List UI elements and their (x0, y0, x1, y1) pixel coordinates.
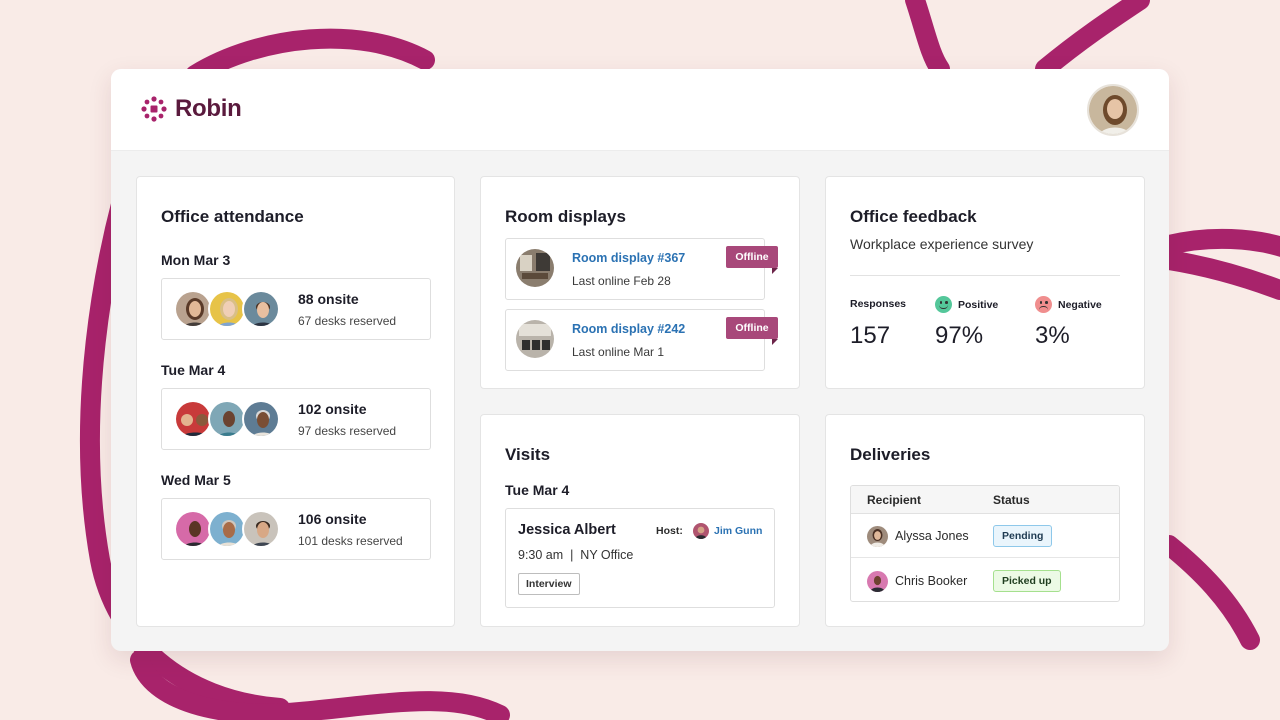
positive-label-text: Positive (958, 298, 999, 311)
recipient-avatar (867, 571, 888, 592)
attendee-avatar (242, 290, 280, 328)
logo-text: Robin (175, 95, 242, 122)
host-name-link[interactable]: Jim Gunn (714, 525, 763, 537)
user-avatar[interactable] (1087, 84, 1139, 136)
room-display-name[interactable]: Room display #242 (572, 322, 686, 336)
table-row[interactable]: Alyssa Jones Pending (851, 514, 1119, 558)
deliveries-table: Recipient Status Alyssa Jones Pending Ch… (850, 485, 1120, 602)
visit-time-location: 9:30 am | NY Office (518, 548, 634, 562)
responses-label: Responses (850, 298, 906, 310)
status-badge: Pending (993, 525, 1053, 547)
negative-label: Negative (1035, 296, 1102, 313)
room-display-last-online: Last online Mar 1 (572, 345, 665, 359)
attendee-avatar (208, 400, 246, 438)
visits-title: Visits (505, 445, 551, 464)
negative-label-text: Negative (1058, 298, 1102, 311)
frown-icon (1035, 296, 1052, 313)
attendee-avatar (174, 290, 212, 328)
onsite-count: 102 onsite (298, 401, 367, 417)
positive-label: Positive (935, 296, 998, 313)
room-display-name[interactable]: Room display #367 (572, 251, 686, 265)
attendance-day-label: Wed Mar 5 (161, 472, 231, 488)
recipient-avatar (867, 526, 888, 547)
attendance-card: Office attendance Mon Mar 3 88 onsite 67… (136, 176, 455, 627)
recipient-column-header: Recipient (867, 493, 922, 507)
room-photo-icon (516, 249, 554, 287)
onsite-count: 88 onsite (298, 291, 359, 307)
attendee-avatar (208, 290, 246, 328)
room-display-item[interactable]: Room display #242 Last online Mar 1 Offl… (505, 309, 778, 371)
attendance-day-label: Mon Mar 3 (161, 252, 231, 268)
deliveries-card: Deliveries Recipient Status Alyssa Jones… (825, 414, 1145, 627)
top-bar: Robin (111, 69, 1169, 151)
feedback-divider (850, 275, 1120, 276)
attendee-avatars (174, 400, 284, 440)
negative-value: 3% (1035, 322, 1070, 349)
deliveries-table-header: Recipient Status (851, 486, 1119, 514)
user-photo-icon (1089, 86, 1137, 134)
room-display-item[interactable]: Room display #367 Last online Feb 28 Off… (505, 238, 778, 300)
offline-badge: Offline (726, 246, 778, 274)
smile-icon (935, 296, 952, 313)
attendee-avatar (174, 510, 212, 548)
attendance-day-summary[interactable]: 106 onsite 101 desks reserved (161, 498, 431, 560)
room-photo-icon (516, 320, 554, 358)
attendance-day-summary[interactable]: 102 onsite 97 desks reserved (161, 388, 431, 450)
attendee-avatars (174, 290, 284, 330)
dashboard-window: Robin Office attendance Mon Mar 3 88 ons… (111, 69, 1169, 651)
room-displays-card: Room displays Room display #367 Last onl… (480, 176, 800, 389)
feedback-survey-name: Workplace experience survey (850, 236, 1034, 252)
recipient-name: Chris Booker (895, 574, 968, 588)
visitor-name: Jessica Albert (518, 522, 616, 538)
onsite-count: 106 onsite (298, 511, 367, 527)
attendee-avatar (174, 400, 212, 438)
status-badge: Picked up (993, 570, 1061, 592)
attendance-day-summary[interactable]: 88 onsite 67 desks reserved (161, 278, 431, 340)
attendance-title: Office attendance (161, 207, 304, 226)
feedback-card: Office feedback Workplace experience sur… (825, 176, 1145, 389)
attendee-avatars (174, 510, 284, 550)
desks-reserved: 97 desks reserved (298, 424, 397, 438)
recipient-name: Alyssa Jones (895, 529, 969, 543)
room-display-last-online: Last online Feb 28 (572, 274, 671, 288)
robin-logo-icon (141, 96, 167, 122)
responses-value: 157 (850, 322, 891, 349)
status-column-header: Status (993, 493, 1030, 507)
visit-type-tag: Interview (518, 573, 580, 595)
desks-reserved: 67 desks reserved (298, 314, 397, 328)
attendance-day-label: Tue Mar 4 (161, 362, 226, 378)
positive-value: 97% (935, 322, 984, 349)
responses-label-text: Responses (850, 298, 907, 310)
visits-card: Visits Tue Mar 4 Jessica Albert Host: Ji… (480, 414, 800, 627)
visit-item[interactable]: Jessica Albert Host: Jim Gunn 9:30 am | … (505, 508, 775, 608)
room-displays-title: Room displays (505, 207, 626, 226)
deliveries-title: Deliveries (850, 445, 931, 464)
logo[interactable]: Robin (141, 95, 242, 123)
host-avatar (693, 523, 709, 539)
attendee-avatar (242, 400, 280, 438)
visits-day-label: Tue Mar 4 (505, 482, 570, 498)
table-row[interactable]: Chris Booker Picked up (851, 559, 1119, 601)
attendee-avatar (242, 510, 280, 548)
desks-reserved: 101 desks reserved (298, 534, 403, 548)
offline-badge: Offline (726, 317, 778, 345)
host-label: Host: (656, 525, 683, 537)
attendee-avatar (208, 510, 246, 548)
feedback-title: Office feedback (850, 207, 977, 226)
